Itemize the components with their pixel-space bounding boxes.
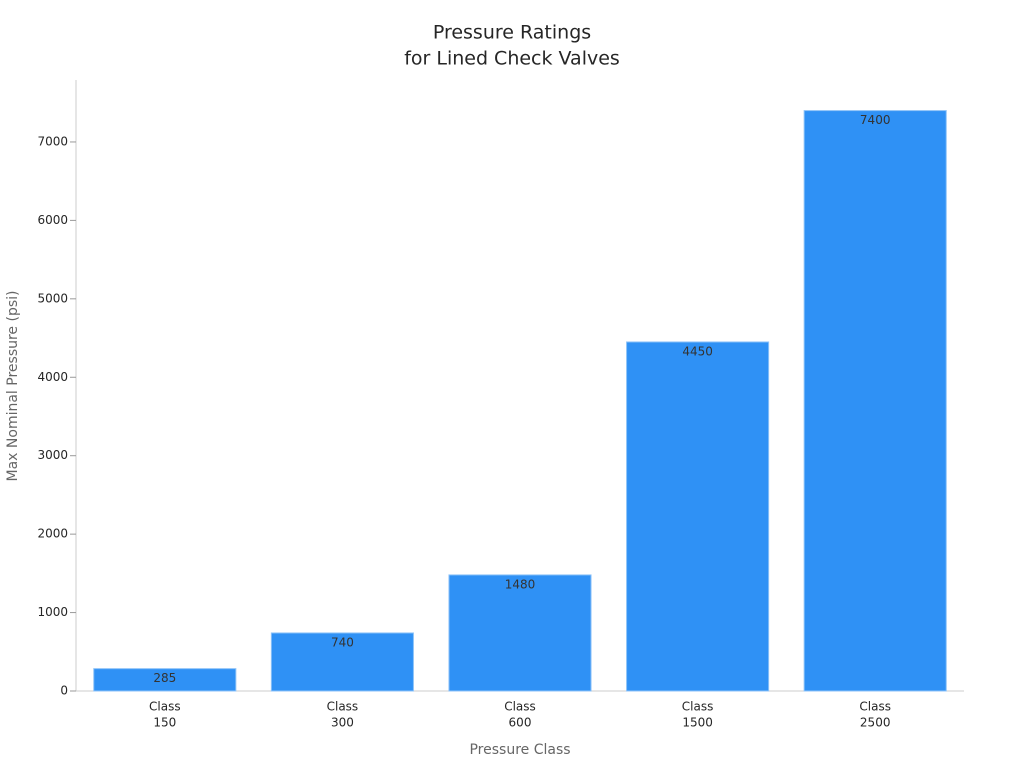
x-tick-label: 1500 <box>682 716 713 730</box>
chart-title: Pressure Ratings <box>433 22 591 44</box>
y-tick-label: 6000 <box>37 213 68 227</box>
y-axis-label: Max Nominal Pressure (psi) <box>5 291 21 482</box>
y-tick-label: 5000 <box>37 291 68 305</box>
x-tick-label: 2500 <box>860 716 891 730</box>
x-tick-label: Class <box>327 700 359 714</box>
x-tick-label: 600 <box>509 716 532 730</box>
y-tick-label: 4000 <box>37 370 68 384</box>
value-label: 1480 <box>505 577 536 591</box>
bar <box>448 574 592 692</box>
y-tick-label: 0 <box>60 684 68 698</box>
x-tick-label: Class <box>149 700 181 714</box>
x-tick-label: Class <box>682 700 714 714</box>
value-label: 7400 <box>860 113 891 127</box>
chart-title: for Lined Check Valves <box>404 48 620 70</box>
bar <box>93 668 237 692</box>
bar <box>803 110 947 692</box>
value-label: 4450 <box>682 344 713 358</box>
x-tick-label: 300 <box>331 716 354 730</box>
x-tick-label: 150 <box>153 716 176 730</box>
y-tick-label: 3000 <box>37 448 68 462</box>
x-tick-label: Class <box>504 700 536 714</box>
value-label: 740 <box>331 635 354 649</box>
bar <box>270 632 414 692</box>
bar <box>626 341 770 692</box>
y-tick-label: 7000 <box>37 134 68 148</box>
x-axis-label: Pressure Class <box>469 742 570 758</box>
y-tick-label: 2000 <box>37 527 68 541</box>
value-label: 285 <box>153 671 176 685</box>
y-tick-label: 1000 <box>37 605 68 619</box>
x-tick-label: Class <box>859 700 891 714</box>
